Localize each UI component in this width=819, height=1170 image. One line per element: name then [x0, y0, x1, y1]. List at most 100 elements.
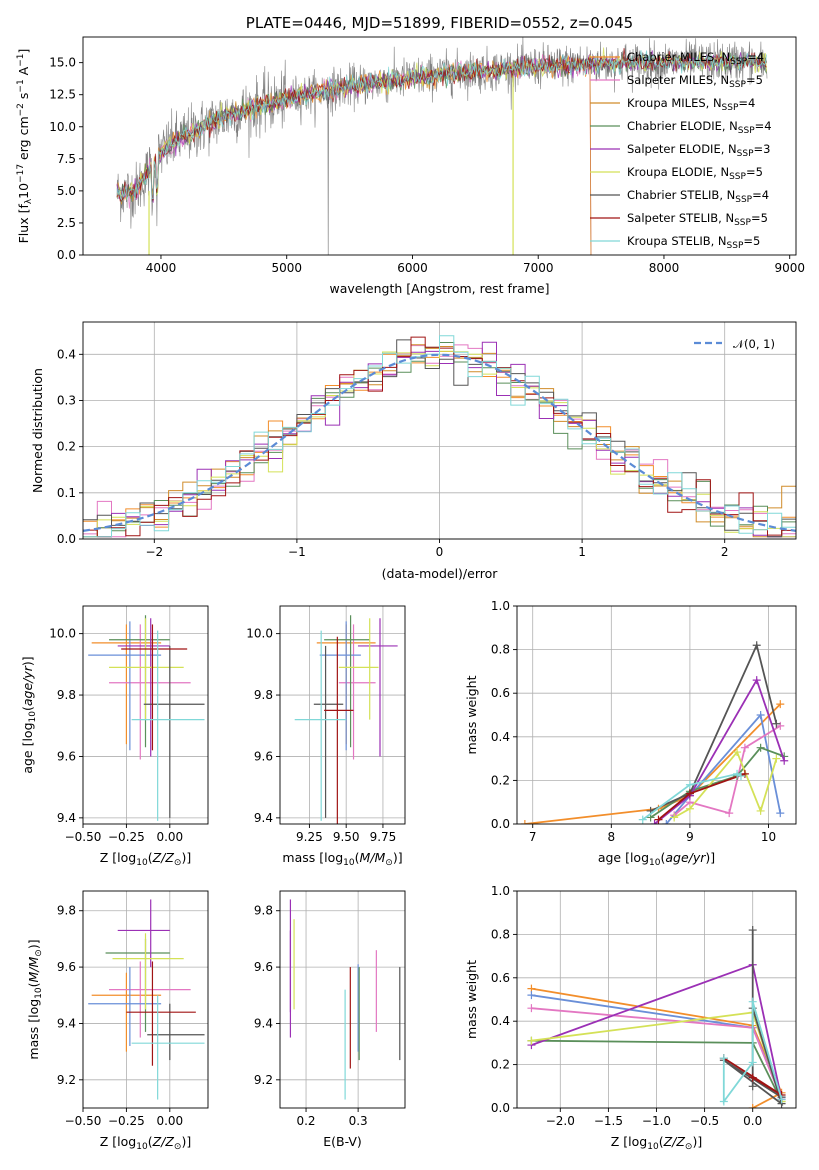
x-tick-label: 9000: [774, 261, 805, 275]
y-tick-label: 9.8: [57, 904, 76, 918]
x-tick-label: −2: [145, 545, 163, 559]
age_vs_mass-frame: [279, 605, 406, 825]
legend-label-c_miles: Chabrier MILES, NSSP=4: [627, 50, 764, 67]
y-tick-label: 0.2: [491, 1058, 510, 1072]
y-tick-label: 9.4: [254, 1016, 273, 1030]
weight-marker: [670, 813, 679, 822]
mass_vs_ebv-errorbars: [289, 899, 401, 1100]
y-tick-label: 9.4: [254, 811, 273, 825]
histogram-c_stelib: [83, 339, 796, 538]
y-tick-label: 9.8: [57, 688, 76, 702]
y-tick-label: 5.0: [57, 184, 76, 198]
weight-marker: [662, 820, 671, 824]
weight-marker: [654, 815, 663, 824]
weight-marker: [748, 926, 757, 935]
spectrum-xlabel: wavelength [Angstrom, rest frame]: [329, 281, 549, 296]
weight-marker: [776, 809, 785, 818]
spectrum-frame: [82, 36, 797, 256]
y-tick-label: 0.4: [491, 1014, 510, 1028]
x-tick-label: 1: [578, 545, 586, 559]
weight-line-s_elodie: [653, 677, 786, 824]
weight-marker: [772, 754, 781, 763]
weight-marker: [780, 756, 789, 765]
y-tick-label: 10.0: [246, 627, 273, 641]
x-tick-label: −0.25: [108, 830, 145, 844]
y-tick-label: 2.5: [57, 216, 76, 230]
legend-label-s_miles: Salpeter MILES, NSSP=5: [627, 73, 763, 90]
y-tick-label: 12.5: [49, 88, 76, 102]
weight-marker: [748, 1058, 757, 1067]
y-tick-label: 0.4: [57, 347, 76, 361]
x-tick-label: 5000: [271, 261, 302, 275]
spectrum-axes: 4000 5000 6000 7000 8000 9000 0.0 2.5 5.0 7.5 10.0…: [49, 56, 805, 275]
weight_vs_age-ylabel: mass weight: [464, 675, 479, 754]
x-tick-label: 9: [686, 830, 694, 844]
weight_vs_Z-frame: [516, 890, 797, 1109]
y-tick-label: 0.0: [57, 248, 76, 262]
weight-marker: [520, 820, 529, 824]
weight-marker: [756, 806, 765, 815]
y-tick-label: 9.6: [254, 960, 273, 974]
y-tick-label: 0.2: [491, 773, 510, 787]
y-tick-label: 9.6: [57, 960, 76, 974]
y-tick-label: 0.2: [57, 440, 76, 454]
spectrum-legend: Chabrier MILES, NSSP=4 Salpeter MILES, NS…: [590, 50, 772, 251]
legend-label-normal: 𝒩(0, 1): [733, 337, 775, 351]
x-tick-label: 0.2: [296, 1114, 315, 1128]
legend-label-c_elodie: Chabrier ELODIE, NSSP=4: [627, 119, 772, 136]
x-tick-label: −1.5: [594, 1114, 623, 1128]
x-tick-label: 9.50: [333, 830, 360, 844]
y-tick-label: 9.6: [57, 749, 76, 763]
weight-marker: [748, 997, 757, 1006]
weight-line-blue: [665, 713, 782, 824]
weight-marker: [719, 1054, 728, 1063]
weight-marker: [752, 676, 761, 685]
y-tick-label: 0.6: [491, 686, 510, 700]
weight-marker: [733, 748, 742, 757]
x-tick-label: 2: [721, 545, 729, 559]
mass_vs_Z-frame: [82, 890, 209, 1109]
legend-label-k_miles: Kroupa MILES, NSSP=4: [627, 96, 755, 113]
weight_vs_age-frame: [516, 605, 797, 825]
histograms: [83, 335, 796, 538]
weight_vs_Z-xlabel: Z [log10(Z/Z⊙)]: [611, 1134, 702, 1152]
weight-marker: [685, 780, 694, 789]
x-tick-label: 6000: [397, 261, 428, 275]
weight_vs_Z-axes: −2.0 −1.5 −1.0 −0.5 0.0 0.0 0.2 0.4 0.6 0.8 1.0: [491, 884, 796, 1128]
y-tick-label: 1.0: [491, 884, 510, 898]
x-tick-label: 4000: [146, 261, 177, 275]
weight_vs_Z-ylabel: mass weight: [464, 960, 479, 1039]
weight-marker: [527, 1004, 536, 1013]
weight-marker: [756, 711, 765, 719]
residuals-frame: [82, 321, 797, 540]
x-tick-label: 0: [436, 545, 444, 559]
age_vs_Z-xlabel: Z [log10(Z/Z⊙)]: [100, 850, 191, 868]
weight-marker: [725, 809, 734, 818]
x-tick-label: 9.25: [296, 830, 323, 844]
y-tick-label: 10.0: [49, 627, 76, 641]
weight-marker: [748, 1104, 757, 1108]
y-tick-label: 0.0: [491, 817, 510, 831]
x-tick-label: 0.3: [349, 1114, 368, 1128]
x-tick-label: 7: [529, 830, 537, 844]
age_vs_mass-errorbars: [294, 615, 398, 824]
x-tick-label: −1.0: [642, 1114, 671, 1128]
spectrum-ylabel: Flux [fλ10−17 erg cm−2 s−1 A−1]: [16, 49, 34, 244]
model-spectrum-k_stelib: [116, 50, 767, 201]
x-tick-label: 0.00: [156, 830, 183, 844]
x-tick-label: 0.0: [743, 1114, 762, 1128]
x-tick-label: 0.00: [156, 1114, 183, 1128]
x-tick-label: 10: [761, 830, 776, 844]
weight-marker: [685, 789, 694, 798]
mass_vs_ebv-xlabel: E(B-V): [323, 1134, 362, 1149]
legend-label-c_stelib: Chabrier STELIB, NSSP=4: [627, 188, 769, 205]
age_vs_Z-frame: [82, 605, 209, 825]
age_vs_Z-axes: −0.50 −0.25 0.00 9.4 9.6 9.8 10.0: [49, 606, 208, 844]
x-tick-label: −0.5: [690, 1114, 719, 1128]
weight-marker: [748, 1082, 757, 1091]
spectrum-title: PLATE=0446, MJD=51899, FIBERID=0552, z=0…: [246, 14, 633, 32]
y-tick-label: 9.6: [254, 749, 273, 763]
x-tick-label: −0.50: [65, 830, 102, 844]
x-tick-label: 7000: [523, 261, 554, 275]
